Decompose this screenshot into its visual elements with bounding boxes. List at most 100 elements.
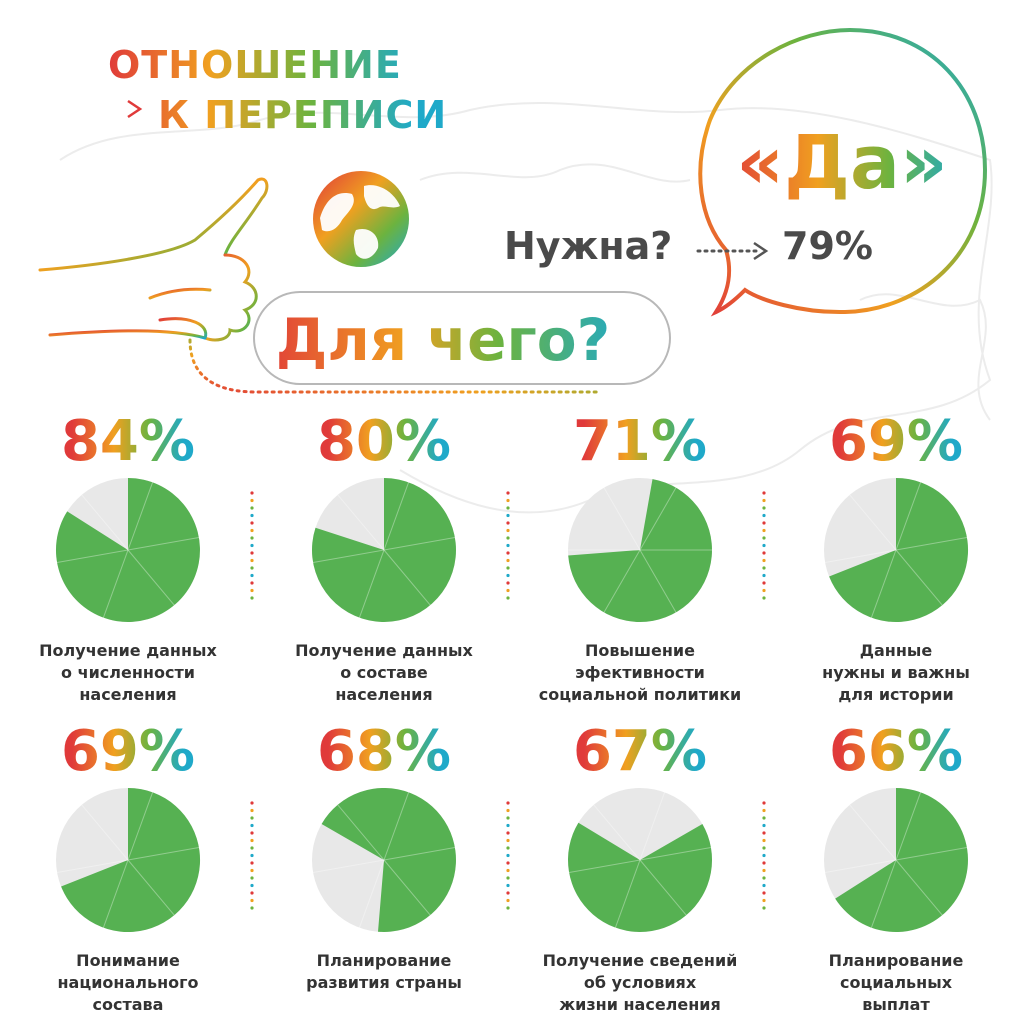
question-label: Нужна? (504, 224, 673, 268)
pie-divider (895, 792, 922, 861)
pie-percent-label: 80% (314, 412, 454, 472)
pie-divider (593, 804, 641, 861)
pie-divider (127, 537, 199, 551)
pie-slice-value (829, 478, 969, 622)
pie-divider (603, 549, 641, 613)
column-separator (250, 491, 254, 600)
pie-divider (127, 847, 199, 861)
pie-divider (870, 859, 897, 928)
pie-percent-label: 67% (570, 722, 710, 782)
pie-slice-value (311, 478, 456, 622)
pie-chart (568, 788, 713, 932)
pie-chart (568, 478, 712, 623)
pie-chart (311, 478, 456, 622)
pie-divider (127, 859, 175, 916)
pie-divider (639, 847, 711, 861)
pie-chart (56, 788, 201, 932)
pie-chart (312, 787, 456, 932)
pie-divider (57, 859, 129, 873)
why-heading: Для чего? (258, 300, 628, 380)
pie-percent-label: 71% (570, 412, 710, 472)
column-separator (250, 801, 254, 910)
pie-divider (383, 537, 455, 551)
pie-divider (639, 549, 677, 613)
pie-divider (358, 859, 385, 928)
pie-slice-value (55, 478, 200, 622)
pie-percent-label: 69% (826, 412, 966, 472)
pie-divider (313, 859, 385, 873)
pie-cell: 84% Получение данных о численности населе… (0, 412, 256, 706)
pie-percent-label: 66% (826, 722, 966, 782)
pie-cell: 66% Планирование социальных выплат (768, 722, 1024, 1016)
pie-caption: Планирование социальных выплат (828, 951, 964, 1014)
pie-divider (825, 859, 897, 873)
pie-divider (849, 804, 897, 861)
pie-cell: 67% Получение сведений об условиях жизни … (512, 722, 768, 1016)
question-arrow-icon (696, 241, 769, 261)
pie-divider (127, 792, 154, 861)
pie-chart (824, 478, 969, 622)
pie-cell: 69% Данные нужны и важны для истории (768, 412, 1024, 706)
pie-caption: Получение данных о составе населения (295, 641, 473, 704)
pie-cell: 69% Понимание национального состава (0, 722, 256, 1016)
pie-slice-value (61, 788, 201, 932)
title-arrow-icon (48, 99, 143, 119)
pie-divider (639, 859, 687, 916)
pie-divider (569, 859, 641, 873)
pie-divider (102, 549, 129, 618)
pie-divider (313, 549, 385, 563)
pie-divider (895, 537, 967, 551)
pie-divider (102, 859, 129, 928)
pie-caption: Данные нужны и важны для истории (822, 641, 970, 704)
pie-caption: Повышение эфективности социальной полити… (538, 641, 742, 704)
pie-divider (825, 549, 897, 563)
pie-percent-label: 68% (314, 722, 454, 782)
pie-divider (895, 549, 943, 606)
why-frame (253, 291, 671, 385)
pie-divider (383, 482, 410, 551)
pie-divider (639, 487, 677, 551)
pie-divider (337, 804, 385, 861)
pie-chart (55, 478, 200, 622)
pie-caption: Получение данных о численности населения (39, 641, 217, 704)
pie-divider (614, 859, 641, 928)
pie-divider (127, 482, 154, 551)
column-separator (762, 801, 766, 910)
pie-slice-value (835, 788, 968, 932)
pie-divider (127, 549, 175, 606)
pie-slice-value (568, 479, 712, 623)
pie-caption: Планирование развития страны (306, 951, 462, 992)
answer-yes: «Да» (722, 118, 962, 208)
speech-bubble (698, 27, 988, 317)
column-separator (506, 801, 510, 910)
pie-percent-label: 69% (58, 722, 198, 782)
pie-divider (895, 847, 967, 861)
column-separator (762, 491, 766, 600)
globe-icon (313, 171, 409, 267)
pie-percent-label: 84% (58, 412, 198, 472)
pie-caption: Получение сведений об условиях жизни нас… (542, 951, 738, 1014)
pie-slice-value (568, 822, 713, 932)
pie-divider (337, 494, 385, 551)
pie-divider (603, 487, 641, 551)
pie-divider (383, 792, 410, 861)
pie-divider (639, 792, 666, 861)
pie-divider (81, 804, 129, 861)
pie-divider (895, 482, 922, 551)
pie-divider (57, 549, 129, 563)
pie-divider (895, 859, 943, 916)
pie-divider (849, 494, 897, 551)
hand-thumbs-up-icon (38, 177, 269, 342)
pie-divider (383, 847, 455, 861)
pie-cell: 71% Повышение эфективности социальной пол… (512, 412, 768, 706)
pie-divider (870, 549, 897, 618)
pie-divider (358, 549, 385, 618)
pie-cell: 68% Планирование развития страны (256, 722, 512, 994)
pie-caption: Понимание национального состава (57, 951, 199, 1014)
pie-chart (824, 788, 968, 932)
pie-divider (383, 549, 431, 606)
pie-divider (383, 859, 431, 916)
pie-slice-value (321, 787, 456, 932)
pie-divider (81, 494, 129, 551)
